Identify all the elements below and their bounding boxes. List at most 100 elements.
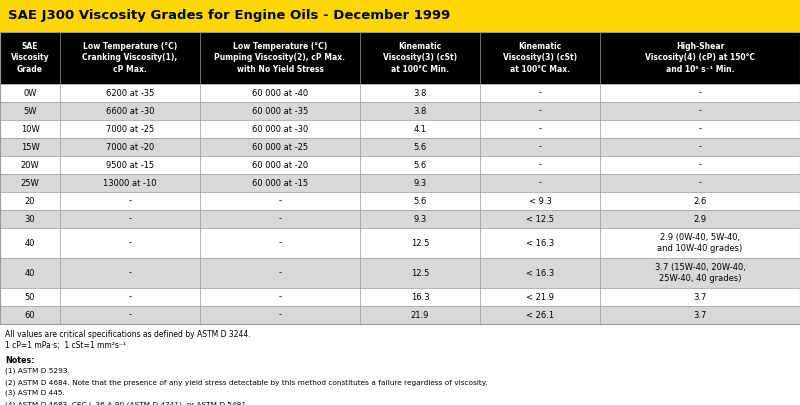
Bar <box>0 138 800 156</box>
Text: -: - <box>129 292 131 301</box>
Text: -: - <box>129 215 131 224</box>
Text: -: - <box>698 143 702 151</box>
Text: 60 000 at -20: 60 000 at -20 <box>252 160 308 170</box>
Text: -: - <box>129 196 131 205</box>
Text: 60 000 at -40: 60 000 at -40 <box>252 89 308 98</box>
Bar <box>0 156 800 174</box>
Bar <box>0 102 800 120</box>
Text: 25W: 25W <box>21 179 39 188</box>
Bar <box>0 174 800 192</box>
Text: -: - <box>538 124 542 134</box>
Text: -: - <box>129 239 131 247</box>
Bar <box>0 84 800 102</box>
Bar <box>0 32 800 84</box>
Text: 12.5: 12.5 <box>411 239 429 247</box>
Text: -: - <box>538 143 542 151</box>
Bar <box>0 192 800 210</box>
Text: -: - <box>698 107 702 115</box>
Text: 6200 at -35: 6200 at -35 <box>106 89 154 98</box>
Text: 60: 60 <box>25 311 35 320</box>
Text: 60 000 at -35: 60 000 at -35 <box>252 107 308 115</box>
Text: 9.3: 9.3 <box>414 179 426 188</box>
Text: -: - <box>698 160 702 170</box>
Text: -: - <box>538 179 542 188</box>
Text: -: - <box>538 107 542 115</box>
Text: 2.9: 2.9 <box>694 215 706 224</box>
Text: -: - <box>278 239 282 247</box>
Text: 12.5: 12.5 <box>411 269 429 277</box>
Text: 9500 at -15: 9500 at -15 <box>106 160 154 170</box>
Bar <box>0 258 800 288</box>
Text: -: - <box>278 196 282 205</box>
Text: 7000 at -20: 7000 at -20 <box>106 143 154 151</box>
Text: Kinematic
Viscosity(3) (cSt)
at 100°C Min.: Kinematic Viscosity(3) (cSt) at 100°C Mi… <box>383 43 457 74</box>
Text: 16.3: 16.3 <box>410 292 430 301</box>
Text: 20: 20 <box>25 196 35 205</box>
Bar <box>0 306 800 324</box>
Text: 60 000 at -25: 60 000 at -25 <box>252 143 308 151</box>
Text: 40: 40 <box>25 239 35 247</box>
Text: 3.7: 3.7 <box>694 311 706 320</box>
Bar <box>0 210 800 228</box>
Text: 5.6: 5.6 <box>414 196 426 205</box>
Text: 5.6: 5.6 <box>414 143 426 151</box>
Bar <box>0 288 800 306</box>
Text: 10W: 10W <box>21 124 39 134</box>
Text: (2) ASTM D 4684. Note that the presence of any yield stress detectable by this m: (2) ASTM D 4684. Note that the presence … <box>5 379 487 386</box>
Text: 5.6: 5.6 <box>414 160 426 170</box>
Bar <box>0 228 800 258</box>
Text: 2.6: 2.6 <box>694 196 706 205</box>
Text: SAE J300 Viscosity Grades for Engine Oils - December 1999: SAE J300 Viscosity Grades for Engine Oil… <box>8 9 450 23</box>
Text: Notes:: Notes: <box>5 356 34 365</box>
Text: 30: 30 <box>25 215 35 224</box>
Text: (1) ASTM D 5293.: (1) ASTM D 5293. <box>5 368 70 375</box>
Text: 6600 at -30: 6600 at -30 <box>106 107 154 115</box>
Text: -: - <box>278 215 282 224</box>
Text: Kinematic
Viscosity(3) (cSt)
at 100°C Max.: Kinematic Viscosity(3) (cSt) at 100°C Ma… <box>503 43 577 74</box>
Text: 3.8: 3.8 <box>414 107 426 115</box>
Text: 50: 50 <box>25 292 35 301</box>
Text: 3.7 (15W-40, 20W-40,
25W-40, 40 grades): 3.7 (15W-40, 20W-40, 25W-40, 40 grades) <box>654 263 746 283</box>
Text: Low Temperature (°C)
Pumping Viscosity(2), cP Max.
with No Yield Stress: Low Temperature (°C) Pumping Viscosity(2… <box>214 43 346 74</box>
Text: SAE
Viscosity
Grade: SAE Viscosity Grade <box>10 43 50 74</box>
Text: 9.3: 9.3 <box>414 215 426 224</box>
Text: 7000 at -25: 7000 at -25 <box>106 124 154 134</box>
Bar <box>0 0 800 32</box>
Text: -: - <box>129 269 131 277</box>
Text: -: - <box>129 311 131 320</box>
Text: 60 000 at -15: 60 000 at -15 <box>252 179 308 188</box>
Text: Low Temperature (°C)
Cranking Viscosity(1),
cP Max.: Low Temperature (°C) Cranking Viscosity(… <box>82 43 178 74</box>
Text: (3) ASTM D 445.: (3) ASTM D 445. <box>5 390 65 396</box>
Text: -: - <box>538 160 542 170</box>
Text: -: - <box>278 292 282 301</box>
Text: 40: 40 <box>25 269 35 277</box>
Text: 60 000 at -30: 60 000 at -30 <box>252 124 308 134</box>
Text: < 9.3: < 9.3 <box>529 196 551 205</box>
Text: -: - <box>278 269 282 277</box>
Text: 5W: 5W <box>23 107 37 115</box>
Text: < 26.1: < 26.1 <box>526 311 554 320</box>
Text: 4.1: 4.1 <box>414 124 426 134</box>
Text: 0W: 0W <box>23 89 37 98</box>
Text: 2.9 (0W-40, 5W-40,
and 10W-40 grades): 2.9 (0W-40, 5W-40, and 10W-40 grades) <box>658 233 742 253</box>
Text: -: - <box>278 311 282 320</box>
Text: 20W: 20W <box>21 160 39 170</box>
Text: < 12.5: < 12.5 <box>526 215 554 224</box>
Text: High-Shear
Viscosity(4) (cP) at 150°C
and 10⁶ s⁻¹ Min.: High-Shear Viscosity(4) (cP) at 150°C an… <box>645 43 755 74</box>
Text: All values are critical specifications as defined by ASTM D 3244.: All values are critical specifications a… <box>5 330 250 339</box>
Text: -: - <box>698 179 702 188</box>
Text: 3.7: 3.7 <box>694 292 706 301</box>
Bar <box>0 120 800 138</box>
Text: 1 cP=1 mPa·s;  1 cSt=1 mm²s⁻¹: 1 cP=1 mPa·s; 1 cSt=1 mm²s⁻¹ <box>5 341 126 350</box>
Text: < 16.3: < 16.3 <box>526 239 554 247</box>
Text: 13000 at -10: 13000 at -10 <box>103 179 157 188</box>
Text: 3.8: 3.8 <box>414 89 426 98</box>
Text: -: - <box>698 89 702 98</box>
Text: 15W: 15W <box>21 143 39 151</box>
Text: -: - <box>698 124 702 134</box>
Text: 21.9: 21.9 <box>411 311 429 320</box>
Text: < 21.9: < 21.9 <box>526 292 554 301</box>
Text: -: - <box>538 89 542 98</box>
Text: (4) ASTM D 4683, CEC L-36-A-90 (ASTM D 4741), or ASTM D 5481.: (4) ASTM D 4683, CEC L-36-A-90 (ASTM D 4… <box>5 401 249 405</box>
Text: < 16.3: < 16.3 <box>526 269 554 277</box>
